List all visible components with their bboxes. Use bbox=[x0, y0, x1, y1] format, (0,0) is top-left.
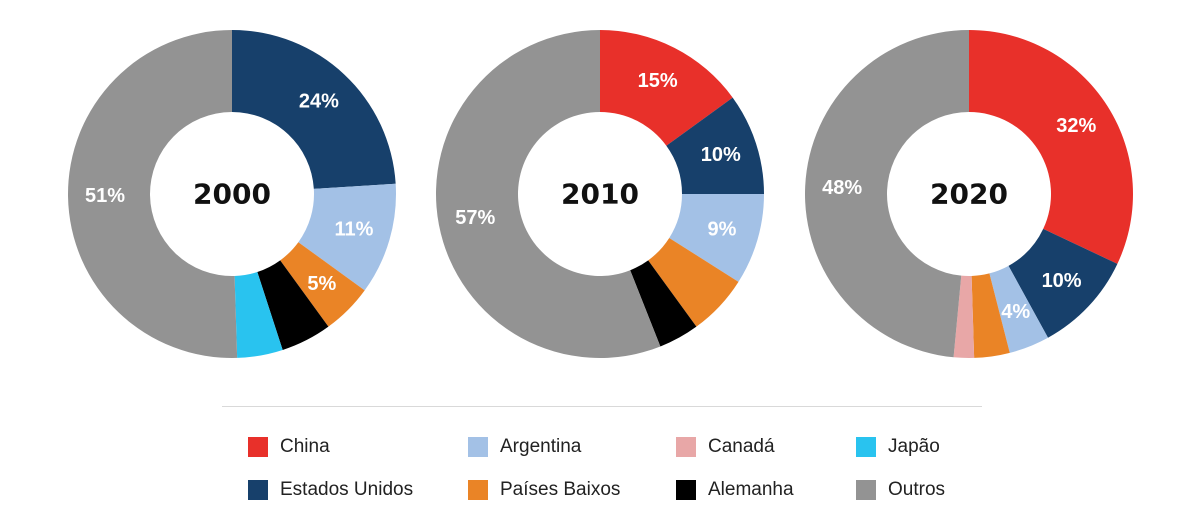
slice-value-label: 10% bbox=[701, 144, 741, 166]
legend-label: Argentina bbox=[500, 436, 582, 457]
legend-item: Estados Unidos bbox=[248, 479, 413, 501]
slice-2000-outros bbox=[68, 30, 238, 358]
year-label: 2010 bbox=[561, 178, 639, 211]
slice-2020-outros bbox=[804, 30, 969, 358]
slice-2000-japao bbox=[234, 271, 283, 358]
slice-2000-estados-unidos bbox=[232, 30, 396, 189]
slice-2000-argentina bbox=[298, 183, 396, 291]
slice-2010-alemanha bbox=[630, 260, 697, 347]
slice-value-label: 15% bbox=[638, 70, 678, 92]
slice-2020-paises-baixos bbox=[971, 273, 1010, 358]
slice-value-label: 5% bbox=[307, 273, 336, 295]
slice-2020-argentina bbox=[989, 265, 1049, 353]
slice-2020-estados-unidos bbox=[1008, 228, 1118, 338]
slice-2010-estados-unidos bbox=[666, 97, 764, 194]
slice-2020-canada bbox=[953, 275, 975, 358]
legend-item: Países Baixos bbox=[468, 479, 620, 501]
donut-chart-2020: 32% 10% 4% 48% 2020 bbox=[804, 30, 1133, 358]
legend-swatch bbox=[856, 437, 876, 457]
slice-2000-paises-baixos bbox=[280, 242, 365, 327]
legend-label: Países Baixos bbox=[500, 479, 621, 500]
legend-label: Japão bbox=[888, 436, 940, 457]
donut-hole bbox=[888, 113, 1050, 275]
slice-2000-alemanha bbox=[257, 260, 329, 350]
legend-swatch bbox=[468, 480, 488, 500]
slice-value-label: 9% bbox=[708, 218, 737, 240]
slice-value-label: 24% bbox=[299, 90, 339, 112]
year-label: 2000 bbox=[193, 178, 271, 211]
legend-swatch bbox=[676, 480, 696, 500]
legend-item: Canadá bbox=[676, 436, 775, 458]
slice-2020-china bbox=[969, 30, 1133, 264]
legend-item: China bbox=[248, 436, 330, 458]
slice-value-label: 51% bbox=[85, 185, 125, 207]
slice-2010-argentina bbox=[669, 194, 764, 282]
slice-value-label: 11% bbox=[334, 218, 373, 240]
legend-item: Japão bbox=[856, 436, 940, 458]
legend-item: Outros bbox=[856, 479, 945, 501]
legend-label: China bbox=[280, 436, 330, 457]
legend-label: Alemanha bbox=[708, 479, 794, 500]
legend-label: Outros bbox=[888, 479, 946, 500]
legend-swatch bbox=[248, 437, 268, 457]
donut-chart-2000: 24% 11% 5% 51% 2000 bbox=[68, 30, 396, 358]
legend-divider bbox=[222, 406, 982, 407]
donut-hole bbox=[151, 113, 313, 275]
legend-item: Alemanha bbox=[676, 479, 794, 501]
legend-swatch bbox=[856, 480, 876, 500]
slice-value-label: 32% bbox=[1056, 115, 1096, 137]
donut-charts: 24% 11% 5% 51% 2000 15% 10% 9% 57% 2010 32% 10% 4% 48… bbox=[68, 30, 1133, 358]
slice-value-label: 10% bbox=[1042, 270, 1082, 292]
legend-swatch bbox=[468, 437, 488, 457]
legend-label: Canadá bbox=[708, 436, 775, 457]
legend-swatch bbox=[248, 480, 268, 500]
slice-value-label: 57% bbox=[455, 207, 495, 229]
slice-2010-paises-baixos bbox=[648, 237, 739, 327]
donut-hole bbox=[519, 113, 681, 275]
slice-2010-outros bbox=[435, 30, 661, 358]
legend-swatch bbox=[676, 437, 696, 457]
legend-item: Argentina bbox=[468, 436, 581, 458]
legend-label: Estados Unidos bbox=[280, 479, 414, 500]
donut-chart-2010: 15% 10% 9% 57% 2010 bbox=[435, 30, 764, 358]
year-label: 2020 bbox=[930, 178, 1008, 211]
slice-2010-china bbox=[600, 30, 733, 146]
slice-value-label: 48% bbox=[822, 177, 862, 199]
slice-value-label: 4% bbox=[1001, 301, 1030, 323]
